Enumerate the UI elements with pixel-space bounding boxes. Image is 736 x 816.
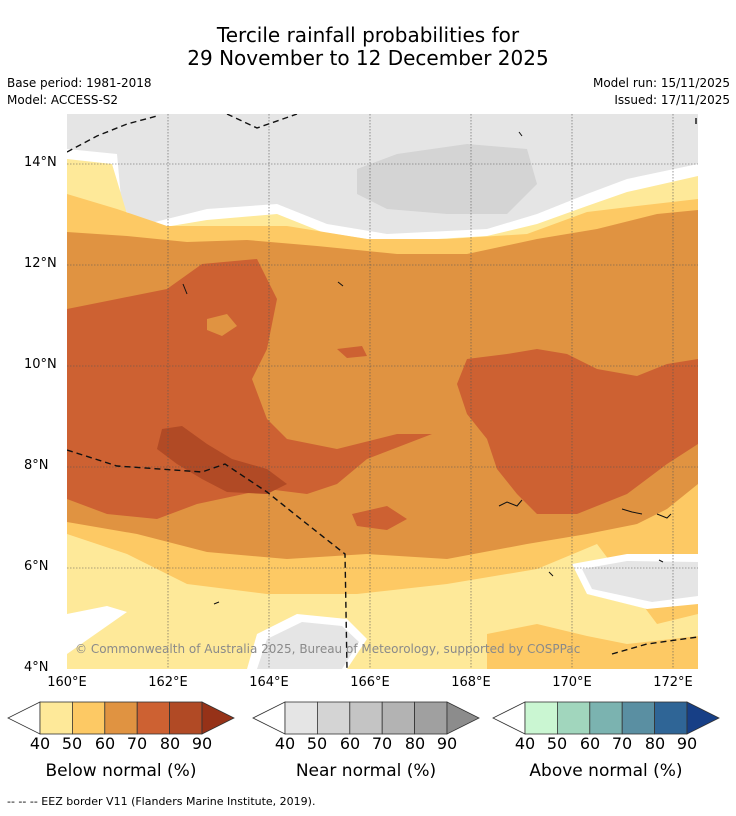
colorbar-segment [104,701,138,735]
cb0-tick: 40 [29,734,51,753]
below-normal-colorbar-title: Below normal (%) [45,761,197,781]
colorbar-segment [557,701,591,735]
colorbar-segment [414,701,448,735]
colorbar-segment [349,701,383,735]
colorbar-high-extension [201,701,235,735]
lon-label-172e: 172°E [653,675,693,690]
colorbar-segment [621,701,656,735]
lat-label-10n: 10°N [24,357,57,372]
interior-patch [337,346,367,358]
model-label: Model: ACCESS-S2 [7,93,119,107]
colorbar-segment [654,701,688,735]
near-normal-region [257,622,359,669]
cb2-tick: 80 [644,734,666,753]
colorbar-segment [72,701,106,735]
colorbar-low-extension [492,701,526,735]
colorbar-segment [39,701,73,735]
lon-label-170e: 170°E [552,675,592,690]
interior-patch [352,506,407,530]
lon-label-164e: 164°E [249,675,289,690]
issued-label: Issued: 17/11/2025 [614,93,730,107]
above-normal-colorbar-title: Above normal (%) [529,761,683,781]
cb2-tick: 40 [514,734,536,753]
interior-patch [207,314,237,336]
below-normal-70-region-east [457,349,698,514]
colorbar-high-extension [686,701,720,735]
map-title-line1: Tercile rainfall probabilities for [216,23,520,47]
colorbar-segment [169,701,203,735]
cb1-tick: 40 [274,734,296,753]
eez-border-legend: -- -- -- EEZ border V11 (Flanders Marine… [7,795,316,808]
lat-label-8n: 8°N [24,458,49,473]
cb1-tick: 70 [371,734,393,753]
lat-label-12n: 12°N [24,256,57,271]
cb0-tick: 60 [94,734,116,753]
colorbar-legends [7,701,720,735]
colorbar-segment [381,701,416,735]
cb2-tick: 50 [546,734,568,753]
island-outlines [182,131,672,605]
copyright-notice: © Commonwealth of Australia 2025, Bureau… [75,642,580,656]
near-normal-region [582,561,698,602]
below-normal-70-region-west [67,259,432,519]
cb2-tick: 60 [579,734,601,753]
colorbar-low-extension [7,701,41,735]
colorbar-segment [589,701,623,735]
cb1-tick: 80 [404,734,426,753]
colorbar-segment [136,701,170,735]
lon-label-166e: 166°E [350,675,390,690]
cb0-tick: 90 [191,734,213,753]
lon-label-162e: 162°E [148,675,188,690]
lat-label-4n: 4°N [24,660,49,675]
above-normal-colorbar [492,701,720,735]
eez-border [67,114,698,669]
colorbar-segment [524,701,558,735]
cb1-tick: 60 [339,734,361,753]
near-normal-colorbar-title: Near normal (%) [295,761,437,781]
near-normal-50-region [357,144,537,214]
cb1-tick: 50 [306,734,328,753]
lon-label-160e: 160°E [47,675,87,690]
below-normal-80-region [157,426,287,494]
map-title-line2: 29 November to 12 December 2025 [187,46,549,70]
cb2-tick: 70 [611,734,633,753]
near-normal-colorbar [252,701,480,735]
colorbar-high-extension [446,701,480,735]
probability-map: © Commonwealth of Australia 2025, Bureau… [67,114,698,669]
cb2-tick: 90 [676,734,698,753]
lat-label-14n: 14°N [24,155,57,170]
lon-label-168e: 168°E [451,675,491,690]
graticule [67,114,698,669]
cb1-tick: 90 [436,734,458,753]
no-dominant-category-region [67,606,127,654]
lat-label-6n: 6°N [24,559,49,574]
cb0-tick: 50 [61,734,83,753]
below-normal-50-region [487,624,698,669]
colorbar-segment [284,701,318,735]
below-normal-colorbar [7,701,235,735]
base-period-label: Base period: 1981-2018 [7,76,152,90]
model-run-label: Model run: 15/11/2025 [592,76,730,90]
cb0-tick: 70 [126,734,148,753]
colorbar-segment [316,701,351,735]
cb0-tick: 80 [159,734,181,753]
colorbar-low-extension [252,701,286,735]
